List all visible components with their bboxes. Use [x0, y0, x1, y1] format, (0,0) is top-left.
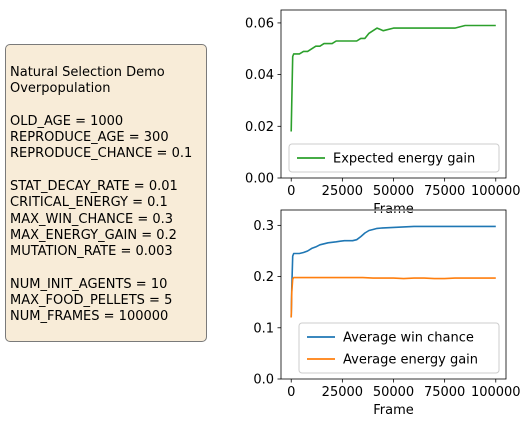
info-line: REPRODUCE_CHANCE = 0.1	[10, 146, 193, 162]
x-tick-label: 75000	[424, 184, 465, 199]
x-tick-label: 0	[287, 184, 295, 199]
y-tick-label: 0.02	[245, 120, 274, 135]
y-tick-label: 0.3	[253, 219, 274, 234]
info-line: MAX_FOOD_PELLETS = 5	[10, 293, 173, 309]
info-line: Overpopulation	[10, 81, 111, 97]
legend-label: Average energy gain	[343, 353, 478, 368]
x-tick-label: 100000	[471, 385, 521, 400]
y-tick-label: 0.2	[253, 270, 274, 285]
legend-label: Average win chance	[343, 331, 474, 346]
series-line	[290, 24, 496, 132]
y-tick-label: 0.1	[253, 321, 274, 336]
info-line: MAX_WIN_CHANCE = 0.3	[10, 211, 174, 227]
energy-gain-chart: 0 25000 50000 75000 100000 0.00 0.02 0.04 0.06 Ex…	[245, 9, 521, 217]
x-tick-label: 75000	[424, 385, 465, 400]
info-line: MUTATION_RATE = 0.003	[10, 244, 173, 260]
series-line	[290, 225, 496, 318]
legend-box	[298, 322, 500, 374]
info-line: MAX_ENERGY_GAIN = 0.2	[10, 227, 177, 243]
y-tick-label: 0.00	[245, 172, 274, 187]
y-tick-label: 0.0	[253, 373, 274, 388]
x-tick-label: 50000	[373, 184, 414, 199]
x-axis-label: Frame	[373, 403, 414, 418]
legend-box	[288, 143, 500, 173]
x-tick-label: 0	[287, 385, 295, 400]
series-line	[290, 276, 496, 318]
info-line: CRITICAL_ENERGY = 0.1	[10, 195, 168, 211]
y-tick-label: 0.04	[245, 68, 274, 83]
x-tick-label: 100000	[471, 184, 521, 199]
win-energy-chart: 0 25000 50000 75000 100000 0.0 0.1 0.2 0.3 Averag…	[253, 209, 521, 418]
info-line: NUM_FRAMES = 100000	[10, 309, 169, 325]
info-line: REPRODUCE_AGE = 300	[10, 130, 169, 146]
x-tick-label: 25000	[322, 385, 363, 400]
x-tick-label: 50000	[373, 385, 414, 400]
y-tick-label: 0.06	[245, 16, 274, 31]
x-tick-label: 25000	[322, 184, 363, 199]
info-line: Natural Selection Demo	[10, 65, 165, 80]
info-line: OLD_AGE = 1000	[10, 113, 124, 129]
info-line: NUM_INIT_AGENTS = 10	[10, 276, 168, 292]
legend-label: Expected energy gain	[333, 152, 475, 167]
parameters-info-box: Natural Selection Demo Overpopulation OLD…	[5, 44, 207, 342]
info-line: STAT_DECAY_RATE = 0.01	[10, 179, 178, 195]
